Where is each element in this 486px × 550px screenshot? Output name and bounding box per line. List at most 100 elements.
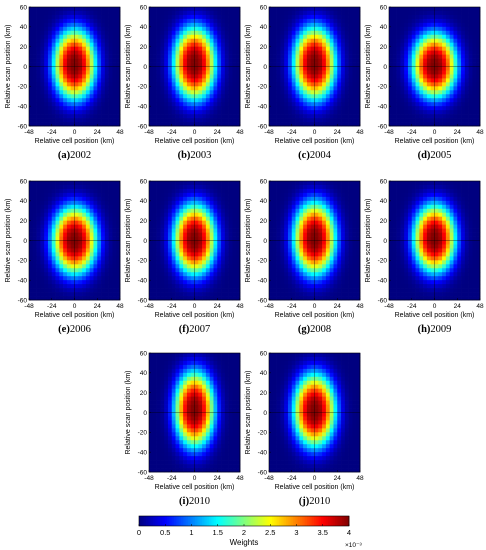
heatmap-cell (411, 46, 416, 51)
heatmap-cell (217, 58, 222, 63)
heatmap-cell (149, 264, 154, 269)
heatmap-cell (415, 54, 420, 59)
heatmap-cell (333, 102, 338, 107)
heatmap-cell (44, 50, 49, 55)
heatmap-cell (348, 78, 353, 83)
heatmap-cell (352, 78, 357, 83)
heatmap-cell (104, 14, 109, 20)
heatmap-cell (164, 280, 169, 285)
heatmap-cell (276, 42, 281, 48)
heatmap-cell (59, 256, 64, 261)
heatmap-cell (310, 224, 315, 229)
heatmap-cell (101, 260, 106, 265)
heatmap-cell (32, 74, 37, 79)
heatmap-cell (318, 244, 323, 249)
heatmap-cell (40, 54, 45, 59)
heatmap-cell (70, 244, 75, 249)
heatmap-cell (44, 272, 49, 277)
heatmap-cell (152, 236, 157, 241)
heatmap-cell (236, 106, 241, 111)
heatmap-cell (164, 181, 169, 186)
heatmap-cell (272, 208, 277, 214)
heatmap-cell (291, 244, 296, 249)
heatmap-cell (389, 38, 394, 44)
heatmap-cell (85, 216, 91, 222)
heatmap-cell (78, 58, 83, 63)
heatmap-cell (333, 50, 338, 55)
heatmap-cell (453, 14, 458, 20)
heatmap-cell (314, 102, 319, 107)
heatmap-cell (426, 94, 432, 99)
heatmap-cell (269, 94, 274, 99)
heatmap-cell (457, 10, 462, 16)
heatmap-cell (442, 98, 447, 103)
heatmap-cell (198, 272, 203, 277)
heatmap-cell (78, 42, 83, 48)
heatmap-cell (167, 102, 173, 107)
heatmap-cell (44, 10, 49, 16)
heatmap-cell (36, 264, 41, 269)
heatmap-cell (221, 90, 226, 95)
heatmap-cell (415, 58, 420, 63)
heatmap-cell (453, 86, 458, 91)
heatmap-cell (404, 106, 409, 111)
heatmap-cell (32, 232, 37, 237)
heatmap-cell (303, 232, 308, 237)
heatmap-cell (89, 264, 94, 269)
heatmap-cell (202, 256, 207, 261)
heatmap-cell (104, 7, 109, 12)
heatmap-cell (89, 42, 94, 48)
heatmap-cell (104, 34, 109, 40)
heatmap-cell (333, 106, 338, 111)
heatmap-cell (303, 220, 308, 225)
heatmap-cell (44, 240, 49, 245)
heatmap-cell (70, 38, 75, 44)
heatmap-cell (78, 280, 83, 285)
heatmap-cell (101, 18, 106, 24)
heatmap-cell (93, 184, 98, 190)
heatmap-cell (217, 94, 222, 99)
heatmap-cell (194, 224, 199, 229)
heatmap-cell (183, 181, 188, 186)
heatmap-cell (70, 192, 75, 198)
heatmap-cell (156, 7, 161, 12)
heatmap-cell (430, 18, 435, 24)
heatmap-cell (29, 110, 34, 115)
heatmap-cell (29, 248, 34, 253)
heatmap-cell (40, 252, 45, 257)
heatmap-cell (116, 248, 121, 253)
heatmap-cell (104, 66, 109, 71)
heatmap-cell (171, 276, 176, 281)
heatmap-cell (280, 188, 285, 194)
heatmap-cell (272, 212, 277, 218)
heatmap-cell (85, 10, 91, 16)
heatmap-cell (156, 102, 161, 107)
heatmap-cell (310, 18, 315, 24)
heatmap-cell (93, 208, 98, 214)
heatmap-cell (344, 50, 349, 55)
heatmap-cell (190, 7, 195, 12)
heatmap-cell (396, 14, 401, 20)
heatmap-cell (344, 98, 349, 103)
heatmap-cell (438, 26, 443, 32)
heatmap-cell (221, 74, 226, 79)
heatmap-cell (32, 94, 37, 99)
heatmap-cell (348, 181, 353, 186)
heatmap-cell (341, 74, 346, 79)
heatmap-cell (32, 224, 37, 229)
heatmap-cell (85, 34, 91, 40)
heatmap-cell (198, 296, 203, 301)
heatmap-cell (104, 102, 109, 107)
heatmap-cell (344, 208, 349, 214)
heatmap-cell (472, 58, 477, 63)
heatmap-cell (236, 86, 241, 91)
heatmap-cell (152, 42, 157, 48)
heatmap-cell (276, 196, 281, 202)
heatmap-cell (280, 86, 285, 91)
heatmap-cell (156, 54, 161, 59)
heatmap-cell (356, 18, 361, 24)
heatmap-cell (306, 70, 312, 75)
heatmap-cell (66, 204, 72, 210)
heatmap-cell (40, 224, 45, 229)
heatmap-cell (40, 272, 45, 277)
